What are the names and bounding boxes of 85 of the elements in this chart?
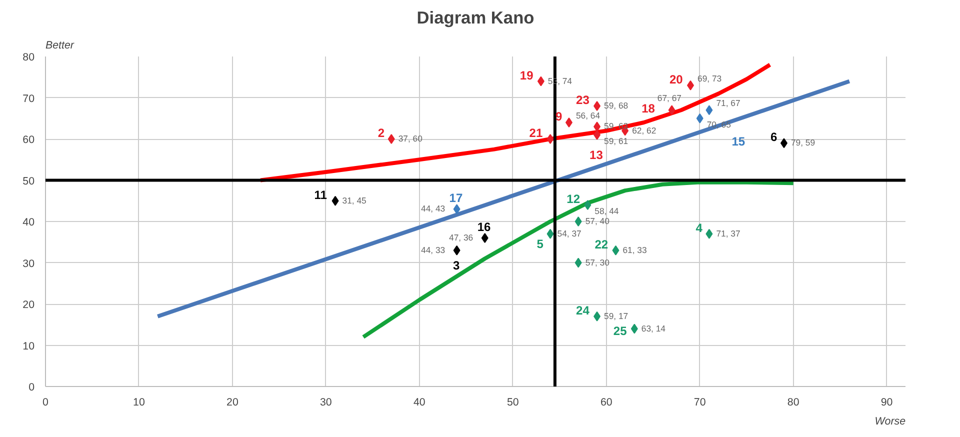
y-axis-title: Better (46, 40, 74, 52)
annotation: 20 (670, 72, 684, 86)
y-tick-label: 40 (22, 216, 35, 228)
x-tick-label: 80 (787, 396, 800, 408)
point (574, 216, 582, 226)
data-label: 44, 33 (421, 244, 446, 255)
point (574, 258, 582, 268)
annotation: 12 (566, 192, 580, 206)
point (388, 134, 395, 144)
data-label: 69, 73 (698, 73, 722, 84)
point (594, 101, 601, 111)
point (546, 134, 554, 144)
point (332, 196, 339, 206)
y-tick-label: 70 (22, 92, 35, 105)
data-label: 44, 43 (421, 204, 446, 214)
y-tick-label: 30 (22, 258, 35, 270)
data-label: 67, 67 (657, 93, 682, 104)
data-label: 59, 68 (604, 100, 628, 110)
data-label: 59, 17 (604, 310, 628, 321)
x-tick-label: 10 (133, 396, 145, 408)
point (565, 118, 572, 128)
data-label: 59, 61 (604, 136, 628, 146)
point (481, 233, 488, 243)
y-tick-label: 0 (28, 382, 35, 394)
chart-title: Diagram Kano (416, 8, 534, 28)
data-label: 56, 64 (576, 110, 600, 120)
annotation: 2 (378, 126, 385, 140)
annotation: 25 (613, 324, 628, 338)
data-label: 79, 59 (790, 138, 816, 148)
point (668, 105, 676, 116)
y-tick-label: 10 (22, 340, 35, 352)
data-label: 47, 36 (449, 232, 474, 242)
annotation: 23 (576, 93, 590, 107)
data-label: 31, 45 (342, 195, 367, 206)
y-tick-label: 50 (22, 175, 35, 188)
x-tick-label: 40 (413, 396, 426, 408)
annotation: 4 (696, 220, 703, 235)
data-label: 58, 44 (594, 206, 619, 216)
point (584, 200, 592, 210)
point (537, 76, 544, 86)
data-label: 57, 30 (585, 257, 610, 268)
point (706, 105, 713, 116)
annotation: 11 (314, 188, 328, 202)
point (594, 130, 601, 140)
annotation: 15 (732, 134, 746, 149)
annotation: 21 (529, 126, 543, 140)
x-tick-label: 20 (226, 396, 238, 408)
point (453, 245, 460, 256)
x-tick-label: 50 (506, 396, 519, 408)
x-axis-title: Worse (874, 416, 906, 428)
annotation: 16 (477, 220, 492, 234)
y-tick-label: 80 (22, 52, 35, 64)
annotation: 19 (520, 68, 534, 82)
point (706, 228, 713, 239)
y-tick-label: 20 (22, 299, 35, 311)
point (780, 138, 788, 148)
annotation: 17 (449, 191, 463, 206)
x-tick-label: 0 (42, 396, 49, 408)
point (696, 113, 704, 124)
point (612, 245, 620, 256)
annotation: 3 (453, 258, 460, 272)
annotation: 24 (576, 303, 590, 318)
data-label: 61, 33 (622, 244, 647, 255)
data-label: 54, 37 (557, 228, 582, 238)
x-tick-label: 70 (694, 396, 706, 408)
x-tick-label: 60 (600, 396, 612, 408)
annotation: 13 (590, 148, 604, 162)
data-label: 57, 40 (585, 216, 610, 226)
x-tick-label: 30 (320, 396, 332, 408)
point (630, 324, 638, 334)
point (594, 311, 601, 322)
annotation: 6 (770, 130, 778, 144)
data-label: 37, 60 (398, 134, 423, 144)
data-label: 71, 37 (716, 228, 740, 238)
y-tick-label: 60 (22, 134, 35, 146)
annotation: 5 (536, 236, 544, 251)
annotation: 22 (594, 237, 608, 252)
annotation: 18 (642, 101, 656, 116)
x-tick-label: 90 (880, 396, 893, 408)
point (594, 122, 601, 132)
point (546, 228, 554, 239)
data-label: 62, 62 (632, 125, 656, 136)
point (453, 204, 460, 214)
data-label: 71, 67 (716, 98, 740, 108)
data-label: 63, 14 (641, 323, 666, 334)
